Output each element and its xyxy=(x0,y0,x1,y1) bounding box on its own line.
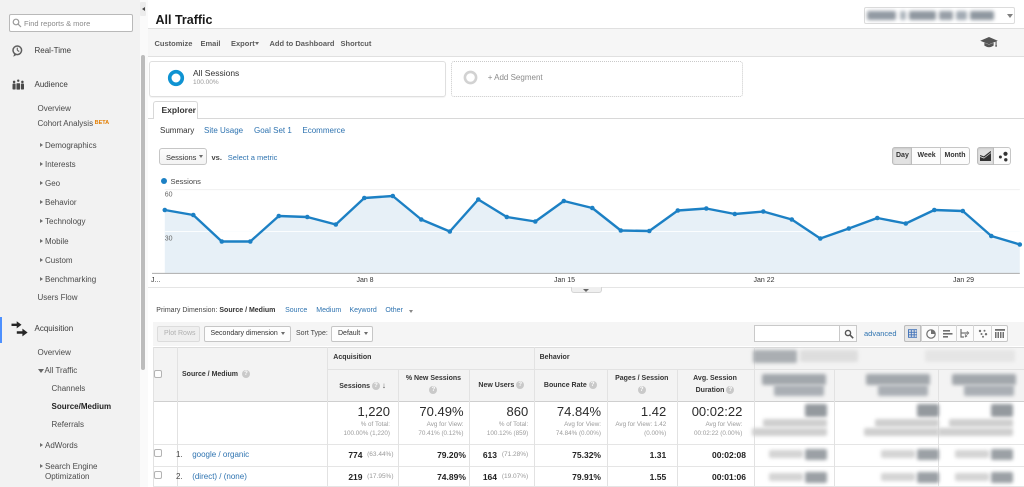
svg-text:30: 30 xyxy=(165,236,173,243)
svg-text:Jan 29: Jan 29 xyxy=(953,277,974,284)
svg-text:Jan 15: Jan 15 xyxy=(554,277,575,284)
svg-text:Jan 8: Jan 8 xyxy=(356,277,373,284)
svg-text:J...: J... xyxy=(151,277,160,284)
svg-text:60: 60 xyxy=(165,192,173,199)
svg-text:Jan 22: Jan 22 xyxy=(753,277,774,284)
